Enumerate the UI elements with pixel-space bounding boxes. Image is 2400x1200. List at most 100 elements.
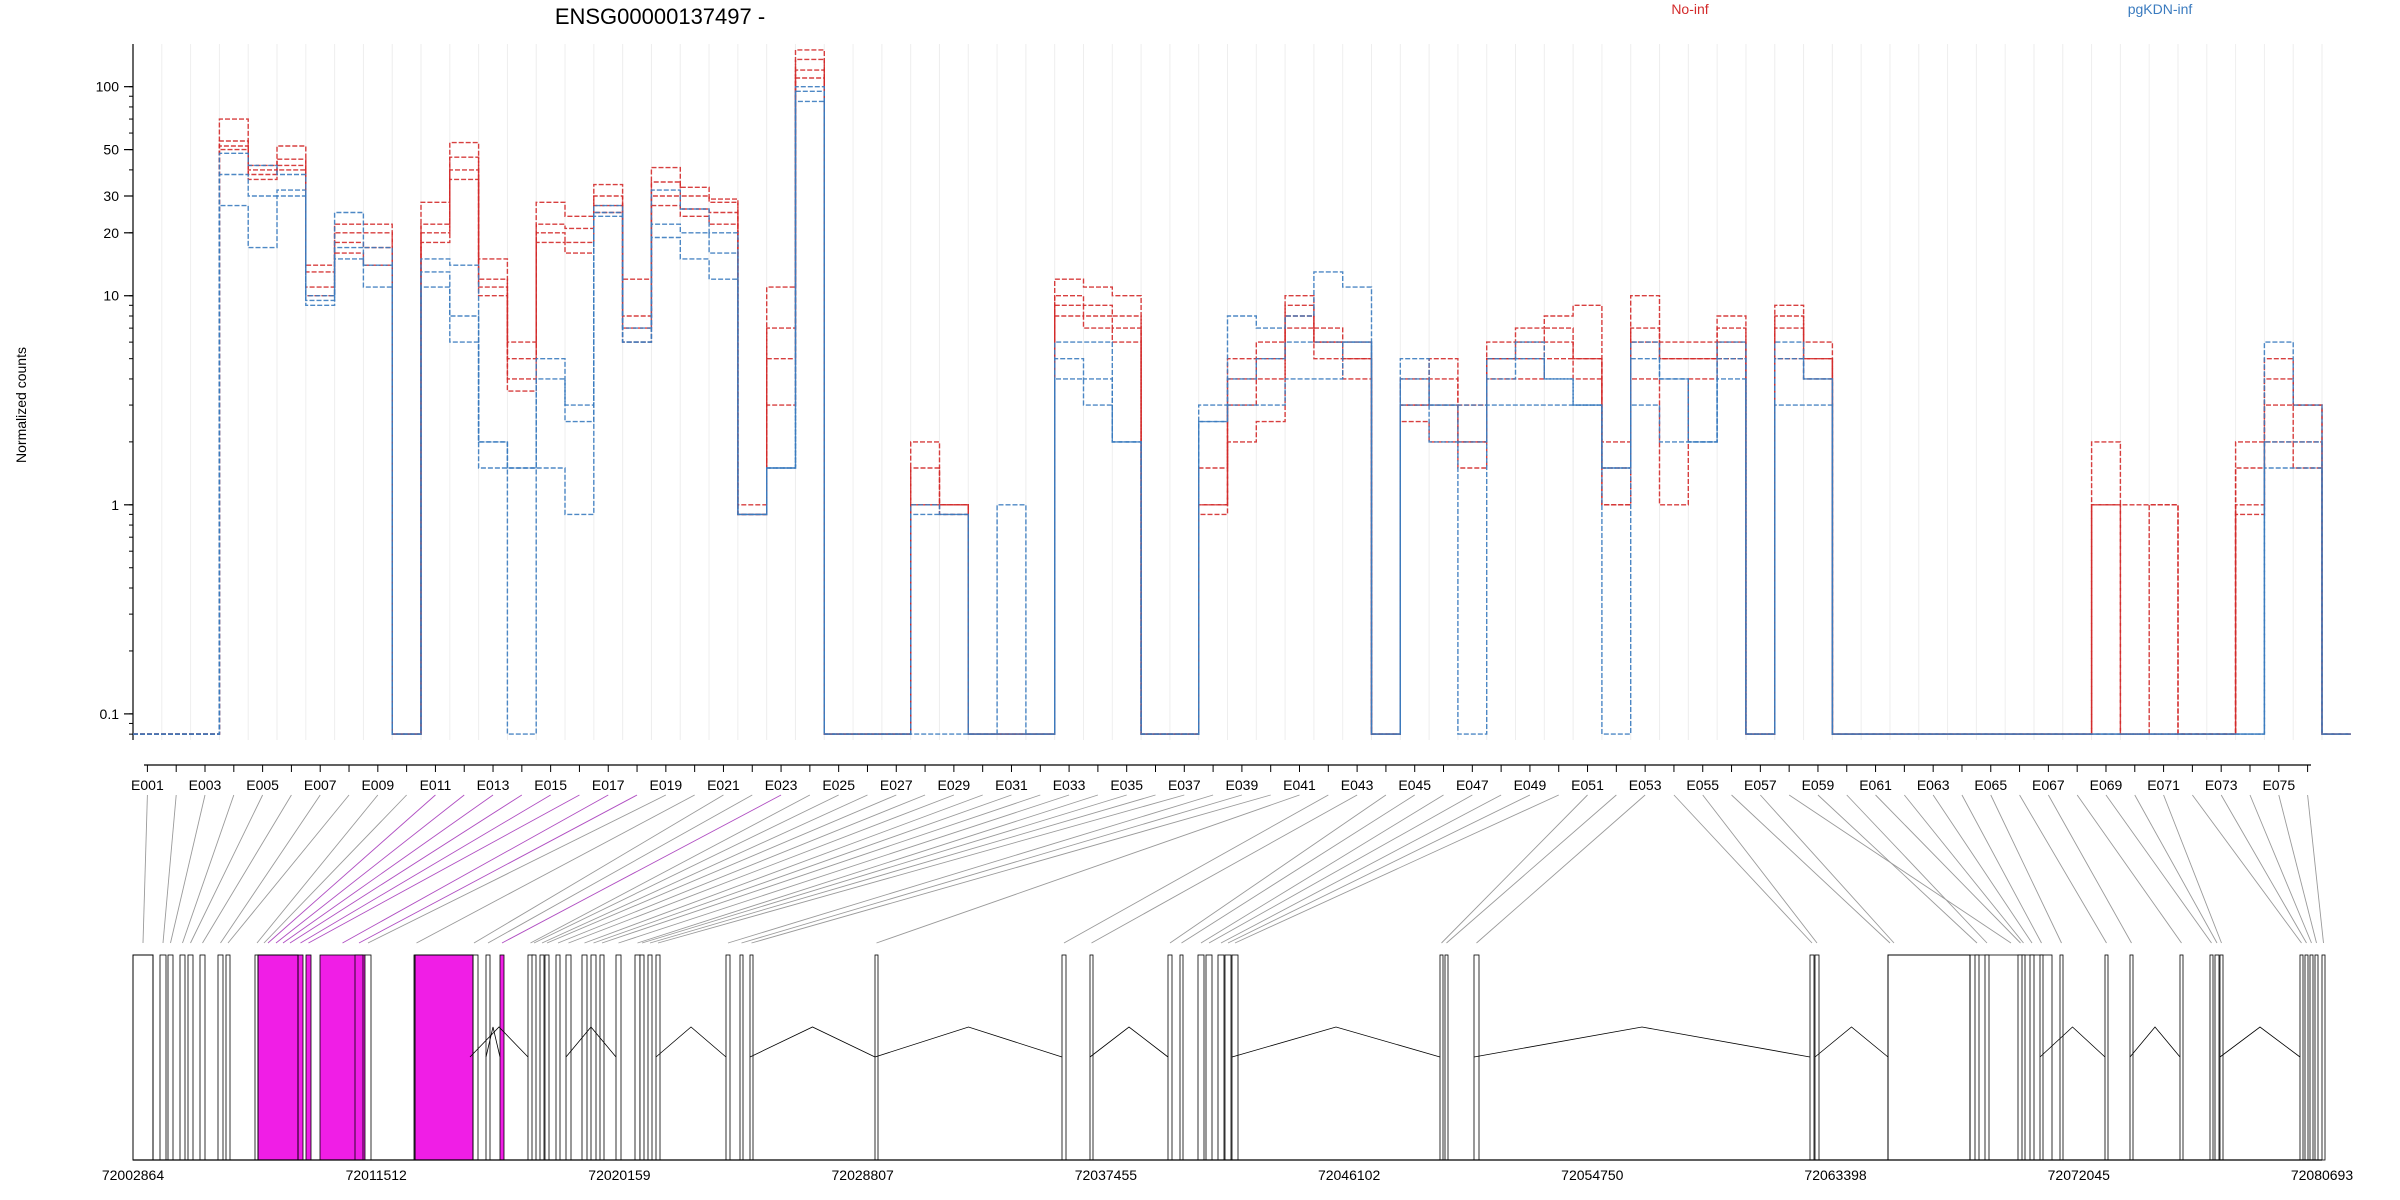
series-line-7 [133, 100, 2351, 735]
y-tick-label: 100 [96, 79, 120, 95]
gene-exon-box [364, 954, 372, 1161]
exon-connector [1446, 794, 1617, 944]
gene-exon-box [1473, 954, 1480, 1161]
gene-exon-box [1887, 954, 1971, 1161]
exon-connector [275, 794, 465, 944]
genomic-coordinate-axis: 72002864 72011512 72020159 72028807 72037455… [102, 1167, 2354, 1183]
series-line-2 [133, 58, 2351, 735]
gene-intron-line [565, 1026, 617, 1058]
x-tick-label: E059 [1802, 777, 1835, 793]
x-tick-label: E075 [2262, 777, 2295, 793]
exon-connector [1234, 794, 1559, 944]
gene-exon-highlight [257, 954, 299, 1161]
gene-exon-box [167, 954, 174, 1161]
x-tick-label: E051 [1571, 777, 1604, 793]
exon-connector [1904, 794, 2024, 944]
x-tick-label: E021 [707, 777, 740, 793]
x-tick-label: E019 [649, 777, 682, 793]
gene-exon-box [2321, 954, 2326, 1161]
exon-connector [2019, 794, 2107, 944]
exon-connector [1220, 794, 1502, 944]
legend-entry-no-inf: No-inf [1671, 1, 1708, 17]
gene-exon-box [1167, 954, 1173, 1161]
gene-exon-box [1439, 954, 1444, 1161]
exon-connector [557, 794, 926, 944]
gene-exon-box [354, 954, 364, 1161]
x-tick-label: E029 [938, 777, 971, 793]
x-tick-label: E049 [1514, 777, 1547, 793]
gene-exon-box [1984, 954, 1990, 1161]
x-tick-label: E065 [1974, 777, 2007, 793]
exon-connector [2134, 794, 2218, 944]
exon-connector [2220, 794, 2307, 944]
exon-connector [263, 794, 407, 944]
gene-exon-box [2219, 954, 2224, 1161]
gene-exon-box [1231, 954, 1239, 1161]
coordinate-tick-label: 72080693 [2291, 1167, 2354, 1183]
x-tick-label: E035 [1110, 777, 1143, 793]
exon-connector [2192, 794, 2302, 944]
y-axis: 100 50 30 20 10 1 0.1 [96, 44, 134, 740]
exon-connector [1673, 794, 1813, 944]
exon-connector [593, 794, 1012, 944]
y-tick-label: 0.1 [100, 706, 120, 722]
exon-connector [2249, 794, 2312, 944]
exon-connector [741, 794, 1243, 944]
x-tick-label: E017 [592, 777, 625, 793]
exon-connector [2076, 794, 2182, 944]
gene-exon-box [179, 954, 186, 1161]
gene-exon-box [2104, 954, 2109, 1161]
gene-exon-box [132, 954, 154, 1161]
exon-connector [2278, 794, 2317, 944]
exon-connector [1731, 794, 1891, 944]
exon-connector [1476, 794, 1646, 944]
x-tick-label: E045 [1398, 777, 1431, 793]
x-tick-label: E055 [1686, 777, 1719, 793]
exon-connector [282, 794, 494, 944]
exon-connector [876, 794, 1300, 944]
x-tick-label: E003 [189, 777, 222, 793]
exon-connector [1788, 794, 2012, 944]
exon-connector [546, 794, 897, 944]
coordinate-tick-label: 72020159 [588, 1167, 651, 1183]
gene-exon-box [1974, 954, 1980, 1161]
x-tick-label: E013 [477, 777, 510, 793]
exon-connector [2047, 794, 2132, 944]
exon-connector [618, 794, 1070, 944]
gene-exon-box [599, 954, 605, 1161]
exon-connector [1181, 794, 1415, 944]
exon-connector [1990, 794, 2062, 944]
exon-connector [289, 794, 523, 944]
y-axis-label: Normalized counts [13, 347, 29, 463]
exon-connector [473, 794, 724, 944]
exon-connector [267, 794, 436, 944]
gene-exon-box [2214, 954, 2220, 1161]
x-tick-label: E007 [304, 777, 337, 793]
x-tick-label: E053 [1629, 777, 1662, 793]
exon-connector [1169, 794, 1387, 944]
legend-entry-pgkdn-inf: pgKDN-inf [2128, 1, 2193, 17]
gene-exon-box [1809, 954, 1815, 1161]
x-tick-label: E031 [995, 777, 1028, 793]
gene-exon-box [1217, 954, 1225, 1161]
exon-connector [533, 794, 839, 944]
exon-connector [162, 794, 177, 944]
gene-intron-line [1814, 1026, 1889, 1058]
x-tick-label: E027 [880, 777, 913, 793]
gene-exon-box [1814, 954, 1820, 1161]
x-axis: E001 E003 E005 E007 E009 E011 E013 E015 E017 E019… [131, 764, 2311, 793]
coordinate-tick-label: 72046102 [1318, 1167, 1381, 1183]
x-tick-label: E037 [1168, 777, 1201, 793]
gene-exon-box [2021, 954, 2026, 1161]
x-tick-label: E043 [1341, 777, 1374, 793]
coordinate-tick-label: 72011512 [346, 1167, 407, 1183]
gene-exon-box [1205, 954, 1213, 1161]
gene-exon-highlight [414, 954, 474, 1161]
gene-exon-box [199, 954, 206, 1161]
gene-exon-box [647, 954, 653, 1161]
gene-intron-line [2129, 1026, 2181, 1058]
x-tick-label: E067 [2032, 777, 2065, 793]
exon-connector [1961, 794, 2042, 944]
gene-exon-box [1197, 954, 1205, 1161]
